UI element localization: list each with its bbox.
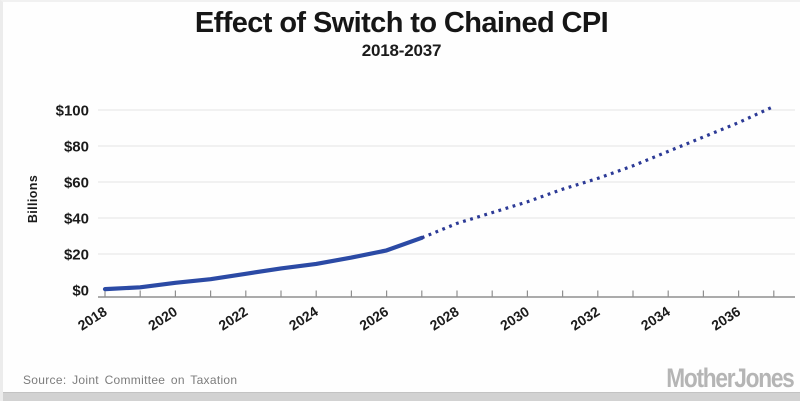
y-tick-label: $80	[64, 139, 89, 156]
y-tick-label: $20	[64, 247, 89, 264]
y-axis-title: Billions	[26, 174, 40, 224]
y-tick-label: $40	[64, 211, 89, 228]
series-line-dotted	[421, 104, 775, 240]
series-line-solid	[102, 235, 424, 292]
x-tick-label: 2036	[708, 303, 743, 333]
source-note: Source: Joint Committee on Taxation	[23, 373, 238, 387]
x-tick-label: 2026	[356, 303, 391, 333]
y-tick-label: $60	[64, 175, 89, 192]
x-tick-label: 2024	[286, 303, 321, 333]
x-tick-label: 2030	[497, 303, 532, 333]
x-tick-label: 2020	[145, 303, 180, 333]
x-tick-label: 2034	[638, 303, 673, 333]
x-tick-label: 2022	[216, 303, 251, 333]
bottom-strip	[3, 392, 800, 401]
line-chart-canvas: $0 $20 $40 $60 $80 $100 2018 2020 2022 2024 2026 20…	[56, 103, 795, 333]
x-tick-label: 2032	[568, 303, 603, 333]
y-tick-label: $0	[72, 283, 89, 300]
x-tick-label: 2028	[427, 303, 462, 333]
x-tick-label: 2018	[75, 303, 110, 333]
chart-title: Effect of Switch to Chained CPI	[194, 7, 609, 39]
chart-subtitle: 2018-2037	[361, 41, 442, 60]
motherjones-logo: MotherJones	[666, 363, 796, 393]
y-tick-label: $100	[56, 103, 89, 120]
